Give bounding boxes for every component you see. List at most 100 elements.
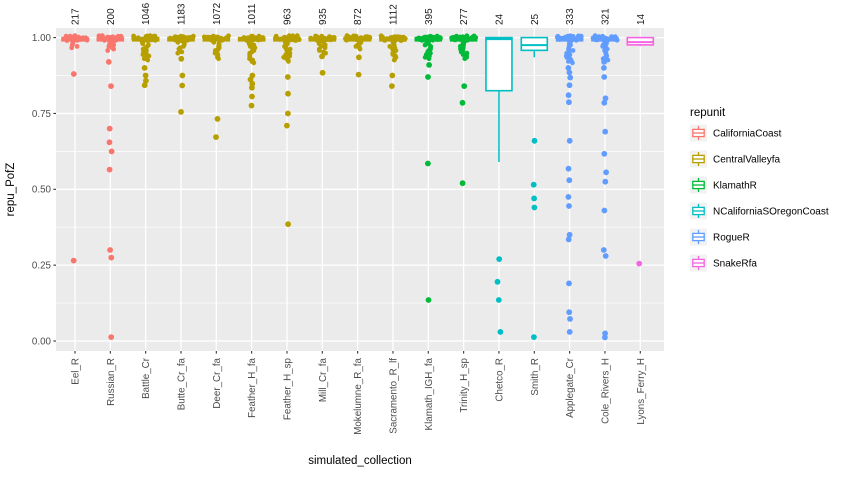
jitter-points: [378, 33, 408, 63]
point: [258, 35, 264, 41]
outlier-point: [565, 236, 572, 243]
count-label: 1112: [388, 4, 399, 25]
point: [353, 44, 359, 49]
outlier-point: [248, 102, 255, 109]
point: [80, 36, 86, 41]
outlier-point: [636, 260, 643, 267]
legend-title: repunit: [690, 107, 726, 119]
outlier-points: [319, 53, 326, 76]
outlier-points: [213, 116, 221, 141]
point: [469, 36, 475, 42]
outlier-point: [531, 204, 538, 211]
jitter-points: [201, 33, 231, 62]
jitter-points: [416, 33, 443, 62]
point: [462, 56, 468, 62]
column-Battle_Cr: [131, 33, 160, 89]
outlier-point: [565, 165, 572, 172]
point: [96, 33, 102, 39]
point: [274, 36, 279, 42]
outlier-point: [601, 59, 607, 65]
point: [201, 34, 207, 40]
legend-item-NCaliforniaSOregonCoast: NCaliforniaSOregonCoast: [690, 202, 829, 220]
outlier-point: [426, 62, 432, 68]
outlier-point: [497, 329, 504, 335]
outlier-points: [284, 74, 291, 228]
point: [557, 35, 563, 41]
point: [105, 48, 111, 53]
point: [449, 36, 455, 41]
legend-item-KlamathR: KlamathR: [690, 176, 757, 194]
point: [100, 36, 106, 42]
count-label: 321: [600, 8, 611, 25]
point: [216, 56, 221, 62]
outlier-point: [106, 125, 113, 132]
outlier-point: [108, 83, 114, 89]
outlier-point: [285, 110, 291, 117]
outlier-point: [284, 74, 291, 80]
jitter-points: [343, 33, 373, 52]
column-Butte_Cr_fa: [167, 33, 196, 115]
point: [567, 52, 573, 57]
point: [429, 37, 434, 42]
count-label: 963: [282, 8, 293, 25]
outlier-points: [425, 62, 432, 303]
point: [291, 35, 296, 41]
outlier-point: [602, 253, 609, 259]
column-Eel_R: [61, 33, 90, 264]
point: [402, 36, 408, 41]
point: [397, 34, 403, 40]
point: [145, 57, 151, 63]
x-tick-label: Russian_R: [106, 358, 117, 406]
y-tick-label: 0.75: [32, 109, 52, 120]
x-tick-label: Klamath_IGH_fa: [424, 357, 435, 430]
point: [329, 35, 335, 40]
jitter-points: [554, 33, 584, 66]
point: [422, 54, 428, 60]
x-tick-label: Applegate_Cr: [565, 357, 576, 418]
count-label: 277: [459, 8, 470, 25]
point: [278, 36, 283, 42]
point: [610, 36, 615, 41]
x-tick-label: Eel_R: [71, 358, 82, 385]
outlier-point: [531, 137, 538, 144]
outlier-point: [108, 254, 115, 261]
legend-label: CaliforniaCoast: [713, 129, 782, 140]
outlier-point: [600, 247, 607, 253]
point: [349, 35, 355, 40]
outlier-point: [601, 150, 608, 157]
point: [184, 37, 190, 43]
point: [434, 33, 440, 39]
count-label: 1046: [141, 2, 152, 25]
point: [357, 46, 363, 52]
outlier-point: [389, 83, 395, 89]
legend-item-CaliforniaCoast: CaliforniaCoast: [690, 124, 782, 142]
outlier-point: [496, 256, 503, 262]
column-Mill_Cr_fa: [308, 33, 337, 76]
outlier-point: [179, 82, 186, 89]
count-label: 1011: [247, 3, 258, 25]
y-tick-label: 1.00: [32, 33, 52, 44]
count-label: 395: [424, 8, 435, 25]
x-tick-label: Deer_Cr_fa: [212, 357, 223, 408]
x-tick-label: Smith_R: [530, 358, 541, 396]
column-Russian_R: [96, 33, 125, 340]
point: [211, 39, 217, 45]
outlier-point: [461, 83, 468, 89]
count-label: 872: [353, 8, 364, 25]
outlier-point: [355, 71, 362, 78]
outlier-point: [494, 278, 501, 285]
outlier-point: [141, 65, 148, 71]
outlier-point: [425, 297, 432, 303]
outlier-point: [601, 65, 607, 71]
point: [594, 37, 600, 43]
outlier-point: [425, 160, 431, 167]
point: [322, 45, 328, 51]
count-label: 14: [636, 13, 647, 25]
outlier-point: [565, 65, 572, 71]
x-tick-label: Feather_H_sp: [282, 357, 293, 420]
boxplot-box: [520, 36, 549, 52]
outlier-point: [531, 195, 537, 202]
point: [207, 34, 212, 40]
outlier-point: [567, 74, 574, 81]
